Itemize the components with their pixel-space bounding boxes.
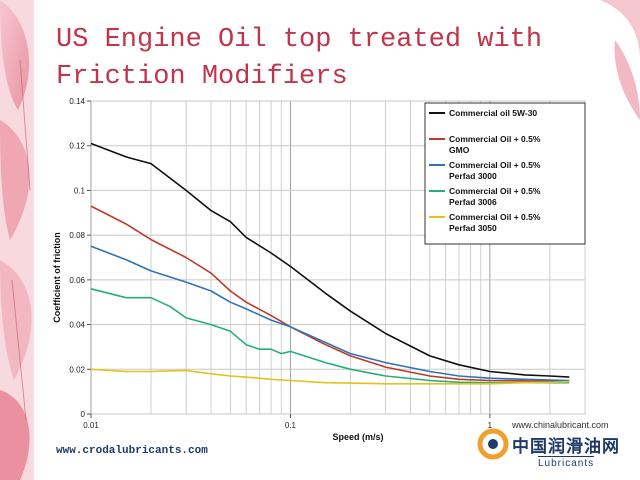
slide-title: US Engine Oil top treated with Friction … <box>56 22 626 96</box>
y-tick-label: 0.1 <box>74 186 86 195</box>
watermark-logo: www.chinalubricant.com 中国润滑油网 Lubricants <box>476 418 636 476</box>
x-axis-label: Speed (m/s) <box>332 432 383 442</box>
y-axis-label: Coefficient of friction <box>52 232 62 323</box>
legend-label-1: Commercial oil 5W-30 <box>449 108 537 118</box>
y-tick-label: 0.14 <box>69 97 85 106</box>
slide-title-line1: US Engine Oil top treated with <box>56 25 543 55</box>
legend-label-5: Perfad 3050 <box>449 223 497 233</box>
legend-label-2: GMO <box>449 145 470 155</box>
logo-swirl-icon <box>477 428 509 460</box>
watermark-name-cn: 中国润滑油网 <box>512 437 620 456</box>
footer-url: www.crodalubricants.com <box>56 445 208 457</box>
legend-label-2: Commercial Oil + 0.5% <box>449 134 541 144</box>
series-line-5 <box>90 368 570 385</box>
y-tick-label: 0 <box>81 410 86 419</box>
series-line-3 <box>90 245 570 382</box>
x-tick-label: 0.1 <box>285 421 297 430</box>
y-tick-label: 0.02 <box>69 365 85 374</box>
legend-label-3: Commercial Oil + 0.5% <box>449 160 541 170</box>
y-tick-label: 0.12 <box>69 142 85 151</box>
y-tick-label: 0.08 <box>69 231 85 240</box>
legend-label-4: Perfad 3006 <box>449 197 497 207</box>
y-tick-label: 0.06 <box>69 276 85 285</box>
friction-chart: 0 0.02 0.04 0.06 0.08 0.1 0.12 0.14 0.01 0.1 1 Spee… <box>52 97 586 442</box>
x-tick-label: 0.01 <box>83 421 99 430</box>
watermark-name-en: Lubricants <box>538 456 595 469</box>
legend-label-5: Commercial Oil + 0.5% <box>449 212 541 222</box>
legend-label-4: Commercial Oil + 0.5% <box>449 186 541 196</box>
y-tick-label: 0.04 <box>69 321 85 330</box>
series-line-2 <box>90 205 570 382</box>
series-line-1 <box>90 142 570 378</box>
legend-box <box>424 102 586 245</box>
x-tick-label: 1 <box>488 421 493 430</box>
series-line-4 <box>90 288 570 384</box>
watermark-url: www.chinalubricant.com <box>512 420 609 430</box>
legend-label-3: Perfad 3000 <box>449 171 497 181</box>
slide-title-line2: Friction Modifiers <box>56 62 348 92</box>
